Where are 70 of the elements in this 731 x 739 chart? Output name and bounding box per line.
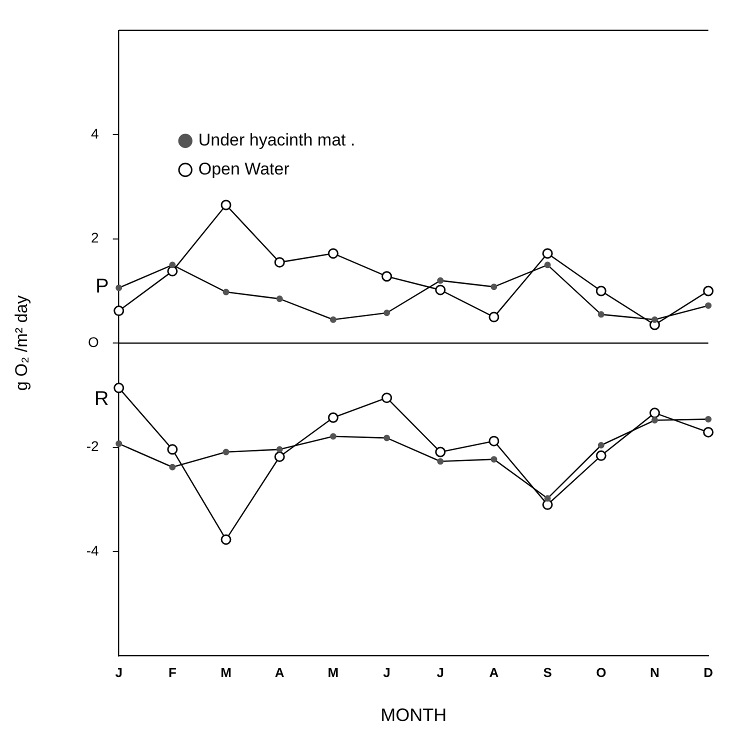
x-tick-label: M [220, 665, 232, 680]
point [437, 277, 444, 284]
point [542, 499, 553, 510]
point [222, 288, 230, 296]
point [649, 408, 660, 418]
point [703, 426, 714, 438]
point [167, 266, 178, 276]
point [330, 433, 336, 440]
y-tick-label: 2 [91, 230, 100, 246]
point [596, 286, 606, 296]
point [274, 451, 285, 462]
x-tick-label: F [168, 665, 176, 680]
point [651, 316, 658, 323]
point [488, 312, 500, 322]
point [116, 284, 122, 292]
point [220, 534, 232, 545]
text: P [96, 275, 109, 298]
point [167, 444, 178, 455]
point [488, 436, 500, 446]
point [596, 450, 606, 461]
x-axis-title: MONTH [380, 705, 447, 726]
point [328, 248, 338, 259]
point [705, 416, 712, 422]
x-tick-label: J [115, 665, 122, 680]
point [435, 284, 446, 296]
text: R [94, 388, 109, 410]
y-tick-label: -2 [86, 438, 100, 454]
y-tick-label: 4 [91, 125, 100, 142]
point [542, 248, 553, 259]
point [598, 442, 604, 448]
x-tick-label: S [543, 665, 552, 680]
x-tick-label: M [328, 665, 339, 680]
point [276, 446, 283, 453]
x-tick-label: D [704, 665, 713, 680]
point [651, 416, 658, 424]
point [114, 306, 124, 316]
point [705, 302, 712, 309]
point [169, 464, 176, 470]
x-tick-label: J [383, 665, 390, 680]
point [276, 296, 283, 302]
point [384, 434, 390, 442]
point [330, 316, 336, 323]
x-tick-label: J [436, 665, 444, 680]
x-tick-label: A [274, 665, 285, 680]
point [222, 448, 230, 456]
y-tick-label: O [88, 334, 99, 350]
x-tick-label: A [489, 665, 500, 680]
legend-label: Open Water [198, 160, 290, 179]
point [544, 495, 551, 502]
point [490, 456, 498, 463]
y-tick-label: -4 [86, 542, 100, 558]
point [544, 262, 551, 268]
point [274, 257, 285, 268]
x-tick-label: N [650, 665, 660, 680]
x-tick-label: O [596, 665, 606, 680]
point [169, 262, 176, 268]
point [328, 412, 338, 423]
point [490, 284, 498, 290]
point [220, 200, 232, 210]
point [382, 392, 392, 404]
point [116, 440, 122, 447]
y-axis-title: g O₂ /m² day [12, 294, 31, 391]
point [703, 286, 714, 296]
point [435, 446, 446, 458]
point [382, 271, 392, 282]
legend-label: Under hyacinth mat . [198, 130, 356, 150]
point [384, 310, 390, 316]
point [437, 458, 444, 465]
point [114, 382, 124, 394]
point [598, 311, 604, 318]
